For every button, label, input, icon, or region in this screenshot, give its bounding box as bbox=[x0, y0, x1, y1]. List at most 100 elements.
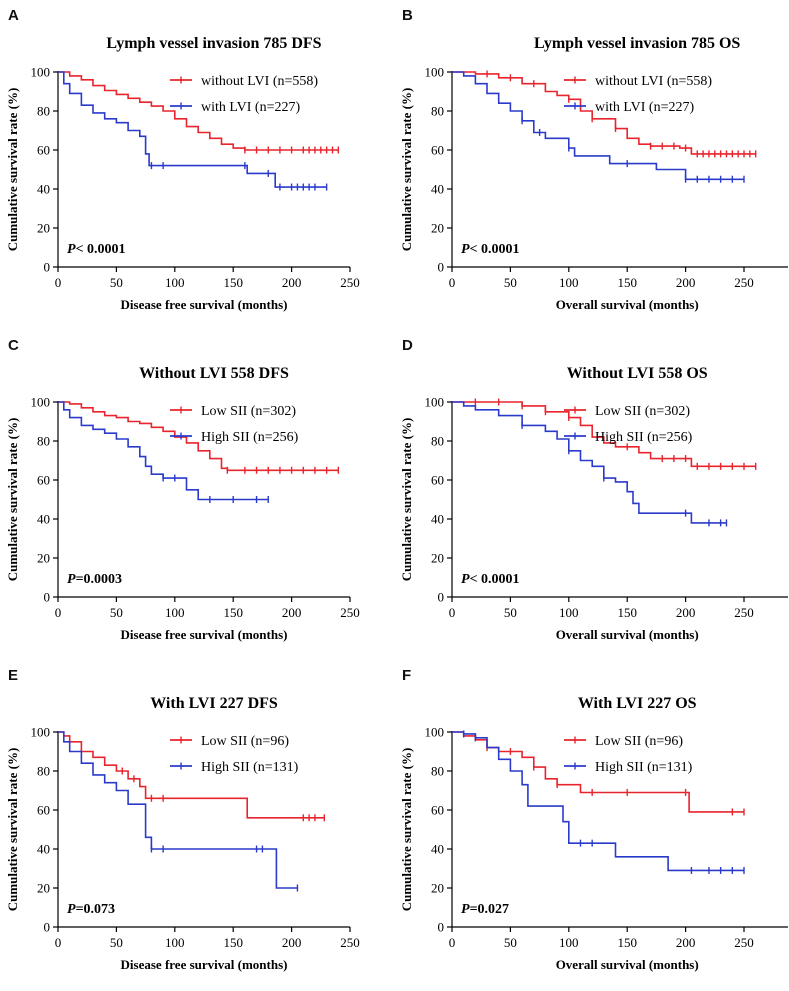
chart-title: Without LVI 558 OS bbox=[567, 365, 708, 382]
survival-curve-red bbox=[452, 71, 756, 155]
y-tick-label: 60 bbox=[37, 143, 50, 158]
y-tick-label: 60 bbox=[431, 473, 444, 488]
km-chart: F With LVI 227 OS 0 20 40 60 80 100 0 50 100 150 200… bbox=[399, 667, 788, 972]
x-tick-label: 150 bbox=[617, 605, 637, 620]
y-tick-label: 60 bbox=[431, 803, 444, 818]
panel-e: E With LVI 227 DFS 0 20 40 60 80 100 0 50 100 150 20… bbox=[0, 660, 394, 990]
x-tick-label: 100 bbox=[165, 935, 185, 950]
y-tick-label: 40 bbox=[37, 842, 50, 857]
x-tick-label: 200 bbox=[676, 605, 696, 620]
x-tick-label: 150 bbox=[617, 275, 637, 290]
y-tick-label: 20 bbox=[431, 881, 444, 896]
chart-title: Lymph vessel invasion 785 OS bbox=[534, 35, 740, 52]
y-tick-label: 100 bbox=[425, 395, 445, 410]
x-axis-label: Disease free survival (months) bbox=[121, 627, 288, 642]
x-tick-label: 0 bbox=[449, 275, 456, 290]
y-tick-label: 0 bbox=[438, 260, 445, 275]
y-tick-label: 80 bbox=[431, 104, 444, 119]
legend-label: High SII (n=256) bbox=[595, 430, 693, 445]
panel-label: D bbox=[402, 337, 413, 354]
panel-c: C Without LVI 558 DFS 0 20 40 60 80 100 0 50 100 15… bbox=[0, 330, 394, 660]
y-tick-label: 20 bbox=[37, 221, 50, 236]
y-axis-label: Cumulative survival rate (%) bbox=[5, 88, 20, 252]
survival-curve-red bbox=[58, 71, 339, 151]
panel-label: C bbox=[8, 337, 19, 354]
x-tick-label: 50 bbox=[110, 275, 123, 290]
y-tick-label: 80 bbox=[37, 104, 50, 119]
p-value: P< 0.0001 bbox=[67, 242, 126, 257]
y-tick-label: 100 bbox=[31, 395, 51, 410]
y-tick-label: 40 bbox=[431, 182, 444, 197]
chart-title: Without LVI 558 DFS bbox=[139, 365, 289, 382]
x-tick-label: 100 bbox=[559, 275, 579, 290]
survival-curve-red bbox=[58, 401, 339, 472]
legend-label: without LVI (n=558) bbox=[595, 74, 712, 89]
x-tick-label: 150 bbox=[617, 935, 637, 950]
y-tick-label: 100 bbox=[425, 65, 445, 80]
km-chart: C Without LVI 558 DFS 0 20 40 60 80 100 0 50 100 15… bbox=[5, 337, 360, 642]
x-axis-label: Overall survival (months) bbox=[556, 957, 699, 972]
chart-title: With LVI 227 DFS bbox=[150, 695, 278, 712]
y-tick-label: 100 bbox=[31, 725, 51, 740]
legend-label: High SII (n=131) bbox=[595, 760, 693, 775]
legend-label: with LVI (n=227) bbox=[595, 100, 694, 115]
x-tick-label: 50 bbox=[110, 935, 123, 950]
km-chart: B Lymph vessel invasion 785 OS 0 20 40 60 80 10… bbox=[399, 7, 788, 312]
y-tick-label: 40 bbox=[37, 512, 50, 527]
legend-label: without LVI (n=558) bbox=[201, 74, 318, 89]
x-tick-label: 150 bbox=[223, 605, 243, 620]
x-tick-label: 50 bbox=[504, 275, 517, 290]
y-tick-label: 20 bbox=[431, 551, 444, 566]
p-value: P< 0.0001 bbox=[461, 572, 520, 587]
x-tick-label: 50 bbox=[110, 605, 123, 620]
x-tick-label: 0 bbox=[449, 935, 456, 950]
y-tick-label: 80 bbox=[431, 764, 444, 779]
y-tick-label: 40 bbox=[431, 842, 444, 857]
y-tick-label: 0 bbox=[438, 920, 445, 935]
x-tick-label: 0 bbox=[55, 935, 62, 950]
x-tick-label: 50 bbox=[504, 935, 517, 950]
survival-curve-blue bbox=[452, 401, 727, 524]
p-value: P=0.073 bbox=[67, 902, 115, 917]
x-tick-label: 100 bbox=[165, 275, 185, 290]
y-tick-label: 80 bbox=[431, 434, 444, 449]
x-tick-label: 0 bbox=[449, 605, 456, 620]
x-tick-label: 100 bbox=[165, 605, 185, 620]
y-tick-label: 40 bbox=[37, 182, 50, 197]
x-tick-label: 250 bbox=[340, 605, 360, 620]
y-tick-label: 100 bbox=[425, 725, 445, 740]
x-tick-label: 250 bbox=[734, 275, 754, 290]
y-tick-label: 80 bbox=[37, 764, 50, 779]
survival-curve-blue bbox=[452, 71, 744, 181]
legend-label: Low SII (n=96) bbox=[595, 734, 683, 749]
legend-label: Low SII (n=302) bbox=[201, 404, 296, 419]
y-tick-label: 40 bbox=[431, 512, 444, 527]
panel-d: D Without LVI 558 OS 0 20 40 60 80 100 0 50 100 150… bbox=[394, 330, 788, 660]
y-tick-label: 60 bbox=[431, 143, 444, 158]
p-value: P=0.027 bbox=[461, 902, 509, 917]
x-tick-label: 150 bbox=[223, 275, 243, 290]
legend-label: Low SII (n=302) bbox=[595, 404, 690, 419]
x-tick-label: 200 bbox=[282, 605, 302, 620]
y-tick-label: 20 bbox=[37, 551, 50, 566]
km-chart: A Lymph vessel invasion 785 DFS 0 20 40 60 80 1… bbox=[5, 7, 360, 312]
y-tick-label: 0 bbox=[44, 920, 51, 935]
panel-a: A Lymph vessel invasion 785 DFS 0 20 40 60 80 1… bbox=[0, 0, 394, 330]
legend-label: High SII (n=256) bbox=[201, 430, 299, 445]
x-tick-label: 200 bbox=[676, 935, 696, 950]
x-tick-label: 250 bbox=[734, 935, 754, 950]
survival-curve-red bbox=[58, 731, 325, 819]
survival-curve-blue bbox=[58, 731, 298, 889]
x-tick-label: 200 bbox=[282, 275, 302, 290]
x-tick-label: 100 bbox=[559, 605, 579, 620]
panel-f: F With LVI 227 OS 0 20 40 60 80 100 0 50 100 150 200… bbox=[394, 660, 788, 990]
y-tick-label: 20 bbox=[37, 881, 50, 896]
y-axis-label: Cumulative survival rate (%) bbox=[399, 418, 414, 582]
x-tick-label: 250 bbox=[734, 605, 754, 620]
x-tick-label: 200 bbox=[282, 935, 302, 950]
x-axis-label: Overall survival (months) bbox=[556, 297, 699, 312]
x-axis-label: Disease free survival (months) bbox=[121, 957, 288, 972]
panel-label: A bbox=[8, 7, 19, 24]
panel-b: B Lymph vessel invasion 785 OS 0 20 40 60 80 10… bbox=[394, 0, 788, 330]
panel-label: B bbox=[402, 7, 413, 24]
